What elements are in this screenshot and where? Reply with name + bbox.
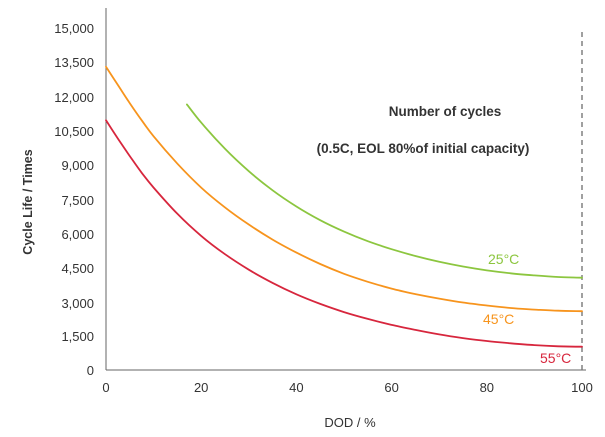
annotation-title: Number of cycles <box>389 104 502 119</box>
series-label-0: 25°C <box>488 251 519 267</box>
x-tick-label: 60 <box>384 380 398 395</box>
series-label-2: 55°C <box>540 350 571 366</box>
x-tick-label: 0 <box>102 380 109 395</box>
y-tick-label: 0 <box>87 363 94 378</box>
y-tick-label: 12,000 <box>54 90 94 105</box>
series-line-0 <box>186 103 583 279</box>
y-tick-labels: 0 1,500 3,000 4,500 6,000 7,500 9,000 10,500 12,… <box>54 21 94 378</box>
x-tick-label: 80 <box>480 380 494 395</box>
x-tick-labels: 0 20 40 60 80 100 <box>102 380 592 395</box>
series-layer <box>105 65 583 348</box>
x-tick-label: 40 <box>289 380 303 395</box>
y-tick-label: 7,500 <box>61 193 94 208</box>
y-tick-label: 1,500 <box>61 329 94 344</box>
x-tick-label: 20 <box>194 380 208 395</box>
y-tick-label: 15,000 <box>54 21 94 36</box>
y-tick-label: 9,000 <box>61 158 94 173</box>
series-labels: 25°C 45°C 55°C <box>483 251 571 366</box>
y-tick-label: 4,500 <box>61 261 94 276</box>
y-axis-label: Cycle Life / Times <box>21 149 35 254</box>
y-tick-label: 13,500 <box>54 55 94 70</box>
series-line-2 <box>105 119 583 348</box>
x-axis-label: DOD / % <box>324 415 376 430</box>
series-label-1: 45°C <box>483 311 514 327</box>
x-tick-label: 100 <box>571 380 593 395</box>
y-tick-label: 3,000 <box>61 296 94 311</box>
y-tick-label: 10,500 <box>54 124 94 139</box>
annotation-conditions: (0.5C, EOL 80%of initial capacity) <box>317 141 530 156</box>
series-line-1 <box>105 65 583 313</box>
y-tick-label: 6,000 <box>61 227 94 242</box>
